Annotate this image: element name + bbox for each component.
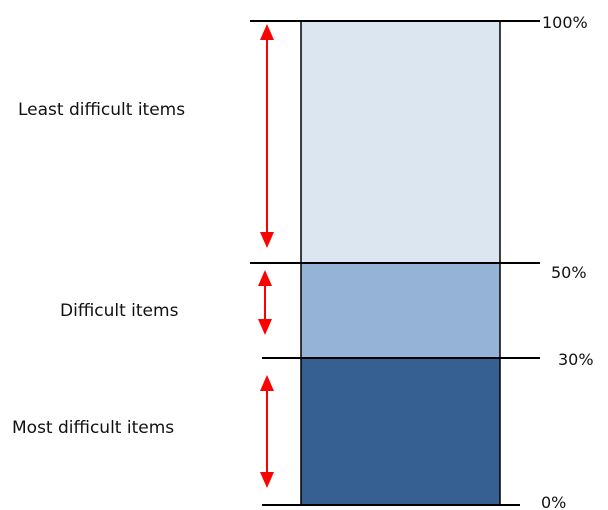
pct-label-0: 0% — [541, 493, 566, 510]
label-difficult: Difficult items — [60, 301, 179, 321]
arrow-least-difficult — [260, 24, 274, 248]
label-least-difficult: Least difficult items — [18, 100, 185, 120]
band-difficult — [300, 262, 501, 359]
arrow-difficult — [258, 270, 272, 335]
pct-label-100: 100% — [542, 13, 588, 32]
pct-label-30: 30% — [558, 350, 594, 369]
arrow-most-difficult — [260, 375, 274, 488]
band-most-difficult — [300, 357, 501, 506]
pct-label-50: 50% — [551, 263, 587, 282]
label-most-difficult: Most difficult items — [12, 418, 174, 438]
band-least-difficult — [300, 20, 501, 264]
